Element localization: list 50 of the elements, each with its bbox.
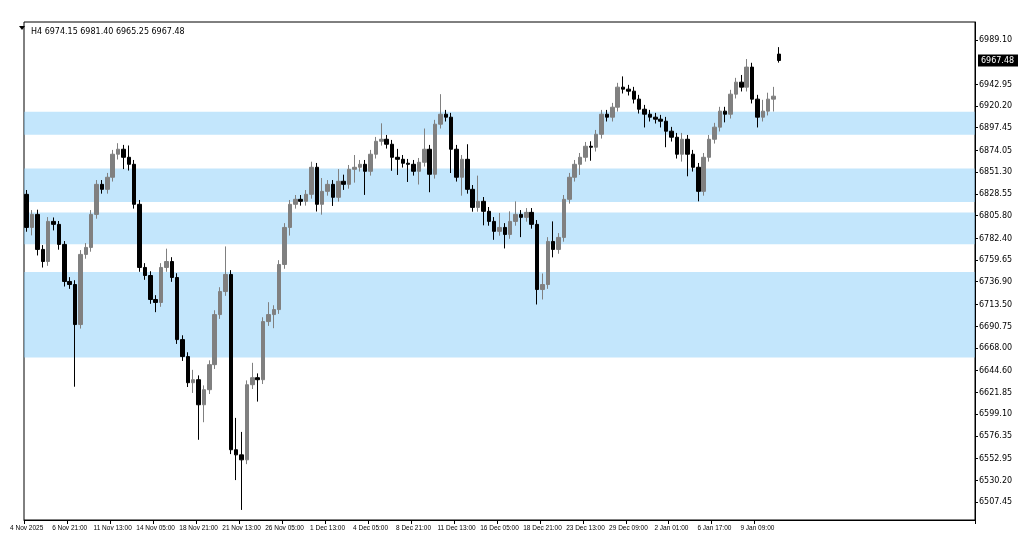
candlestick <box>298 194 303 207</box>
annotation: 6967.48 <box>981 56 1015 65</box>
candlestick <box>503 222 507 249</box>
candlestick <box>497 212 502 237</box>
y-tick-label: 6805.80 <box>979 211 1013 221</box>
candlestick <box>744 58 749 92</box>
candlestick <box>46 216 50 267</box>
y-tick-label: 6621.85 <box>979 387 1013 397</box>
candlestick <box>777 46 781 64</box>
y-tick-label: 6942.95 <box>979 79 1013 89</box>
candlestick <box>100 179 104 195</box>
y-tick-label: 6599.10 <box>979 409 1013 419</box>
y-tick-label: 6759.65 <box>979 255 1013 265</box>
y-tick-label: 6644.60 <box>979 365 1013 375</box>
candlestick <box>524 207 529 223</box>
candlestick <box>30 209 34 236</box>
candlestick <box>196 374 201 441</box>
candlestick <box>551 220 555 258</box>
y-tick-label: 6576.35 <box>979 431 1013 441</box>
y-tick-label: 6668.00 <box>979 343 1013 353</box>
y-tick-label: 6851.30 <box>979 167 1013 177</box>
y-tick-label: 6713.50 <box>979 299 1013 309</box>
y-tick-label: 6989.10 <box>979 35 1013 45</box>
y-tick-label: 6920.20 <box>979 101 1013 111</box>
candlestick <box>363 159 367 196</box>
candlestick <box>460 154 464 197</box>
candlestick <box>191 369 195 394</box>
candlestick <box>739 74 744 92</box>
candlestick <box>680 132 684 163</box>
candlestick <box>519 209 523 238</box>
y-tick-label: 6507.45 <box>979 497 1013 507</box>
y-tick-label: 6874.05 <box>979 145 1013 155</box>
candlestick <box>336 168 341 203</box>
y-tick-label: 6690.75 <box>979 321 1013 331</box>
candlestick <box>315 162 319 213</box>
candlestick <box>476 175 480 213</box>
candlestick <box>723 106 727 123</box>
candlestick <box>255 372 260 403</box>
y-tick-label: 6530.20 <box>979 475 1013 485</box>
candlestick <box>589 140 593 162</box>
y-tick-label: 6782.40 <box>979 233 1013 243</box>
candlestick <box>341 174 346 191</box>
candlestick <box>605 109 609 122</box>
y-tick-label: 6828.55 <box>979 189 1013 199</box>
candlestick <box>331 179 335 207</box>
text: H4 6974.15 6981.40 6965.25 6967.48 <box>31 26 185 36</box>
y-tick-label: 6897.45 <box>979 123 1013 133</box>
y-tick-label: 6552.95 <box>979 453 1013 463</box>
y-tick-label: 6736.90 <box>979 277 1013 287</box>
candlestick <box>427 144 432 193</box>
